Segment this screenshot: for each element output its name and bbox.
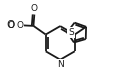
Text: O: O [17, 21, 24, 30]
Text: O: O [31, 4, 38, 13]
Text: O: O [7, 20, 15, 30]
Text: O: O [8, 21, 15, 30]
Text: N: N [57, 60, 64, 69]
Text: S: S [68, 28, 74, 37]
